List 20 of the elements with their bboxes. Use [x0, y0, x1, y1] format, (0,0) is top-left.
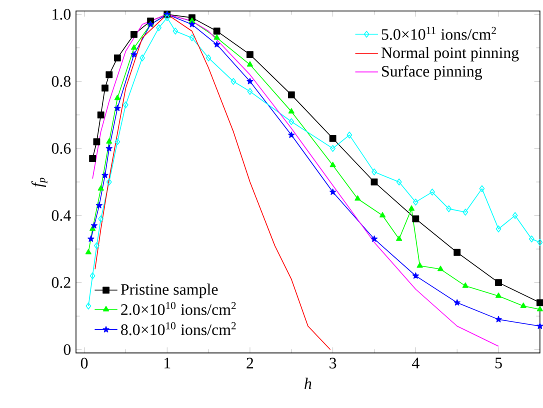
legend-label: Surface pinning	[382, 65, 482, 80]
x-axis-title: h	[304, 378, 312, 389]
legend-label: Normal point pinning	[381, 46, 519, 62]
x-tick-label: 1	[164, 358, 170, 368]
x-tick-label: 0	[80, 358, 88, 369]
legend-label: 8.0×10$^{10}$ ions/cm$^{2}$	[121, 322, 236, 336]
y-axis-title: f$_{p}$	[31, 178, 48, 188]
y-tick-label: 0.4	[52, 210, 71, 221]
y-tick-label: 0.2	[52, 277, 70, 288]
y-tick-label: 0.6	[52, 143, 71, 154]
x-tick-label: 2	[246, 358, 254, 368]
y-tick-label: 0	[64, 344, 71, 355]
y-tick-label: 0.8	[52, 76, 71, 87]
legend-label: 5.0×10$^{11}$ ions/cm$^{2}$	[382, 26, 496, 40]
x-tick-label: 3	[330, 358, 336, 368]
legend-label: Pristine sample	[120, 284, 218, 298]
x-tick-label: 5	[495, 358, 502, 368]
y-tick-label: 1.0	[52, 8, 71, 20]
x-tick-label: 4	[412, 358, 420, 368]
legend-label: 2.0×10$^{10}$ ions/cm$^{2}$	[121, 302, 236, 316]
